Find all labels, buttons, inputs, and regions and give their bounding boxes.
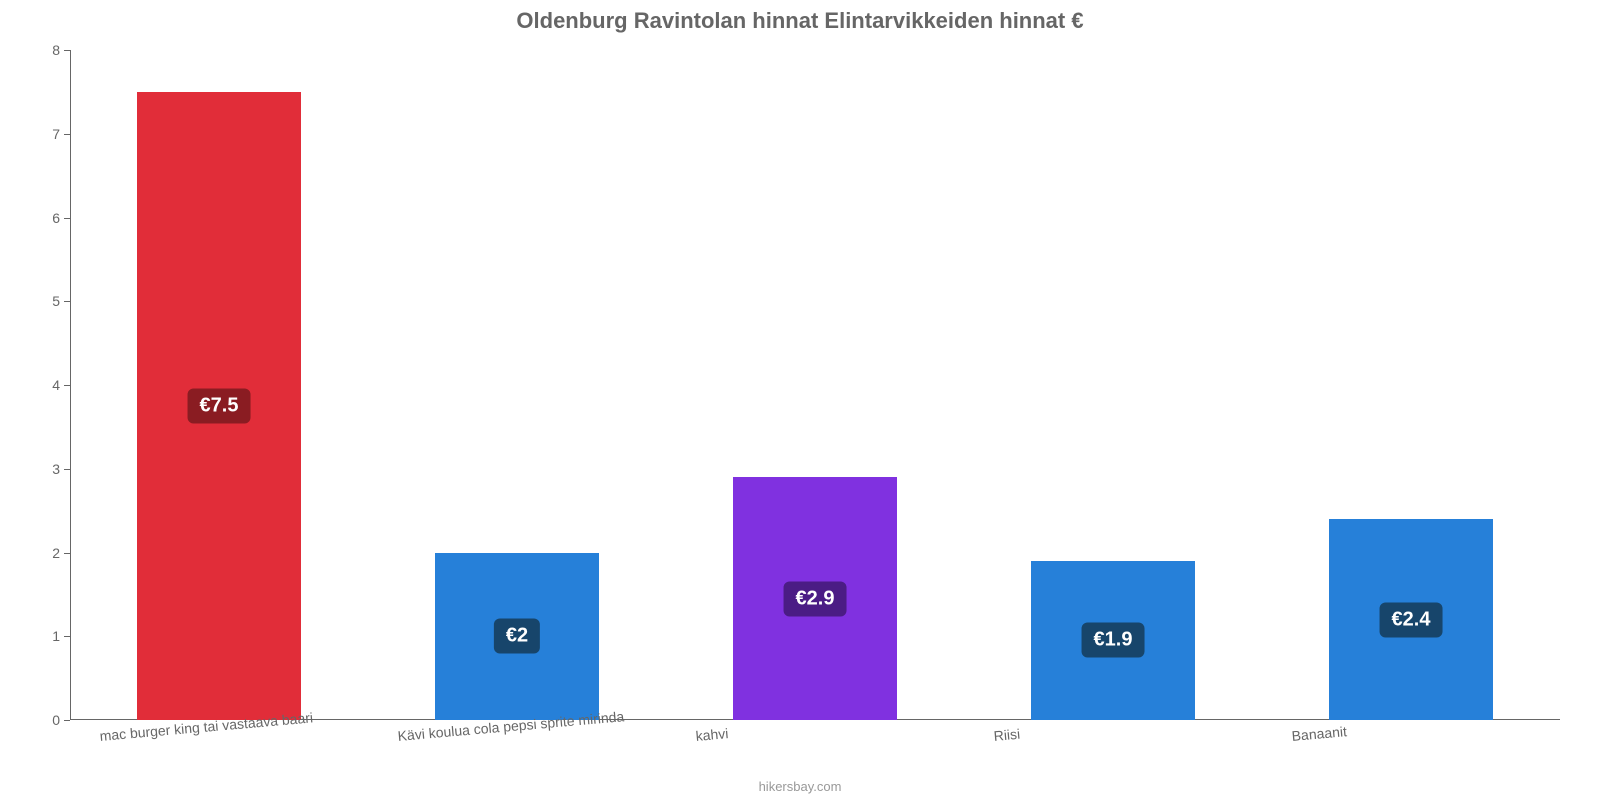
y-tick-label: 0 bbox=[52, 712, 70, 728]
y-axis-line bbox=[70, 50, 71, 720]
value-label: €2.9 bbox=[784, 581, 847, 616]
value-label: €1.9 bbox=[1082, 623, 1145, 658]
y-tick-label: 6 bbox=[52, 210, 70, 226]
y-tick-label: 8 bbox=[52, 42, 70, 58]
value-label: €2.4 bbox=[1380, 602, 1443, 637]
plot-area: 012345678€7.5mac burger king tai vastaav… bbox=[70, 50, 1560, 720]
y-tick-label: 4 bbox=[52, 377, 70, 393]
value-label: €2 bbox=[494, 619, 540, 654]
y-tick-label: 2 bbox=[52, 545, 70, 561]
y-tick-label: 5 bbox=[52, 293, 70, 309]
y-tick-label: 7 bbox=[52, 126, 70, 142]
price-bar-chart: Oldenburg Ravintolan hinnat Elintarvikke… bbox=[0, 0, 1600, 800]
value-label: €7.5 bbox=[188, 388, 251, 423]
attribution-text: hikersbay.com bbox=[0, 779, 1600, 794]
chart-title: Oldenburg Ravintolan hinnat Elintarvikke… bbox=[0, 8, 1600, 34]
y-tick-label: 3 bbox=[52, 461, 70, 477]
x-tick-label: Banaanit bbox=[1291, 723, 1347, 744]
y-tick-label: 1 bbox=[52, 628, 70, 644]
x-tick-label: Riisi bbox=[993, 726, 1021, 744]
x-tick-label: kahvi bbox=[695, 725, 729, 744]
